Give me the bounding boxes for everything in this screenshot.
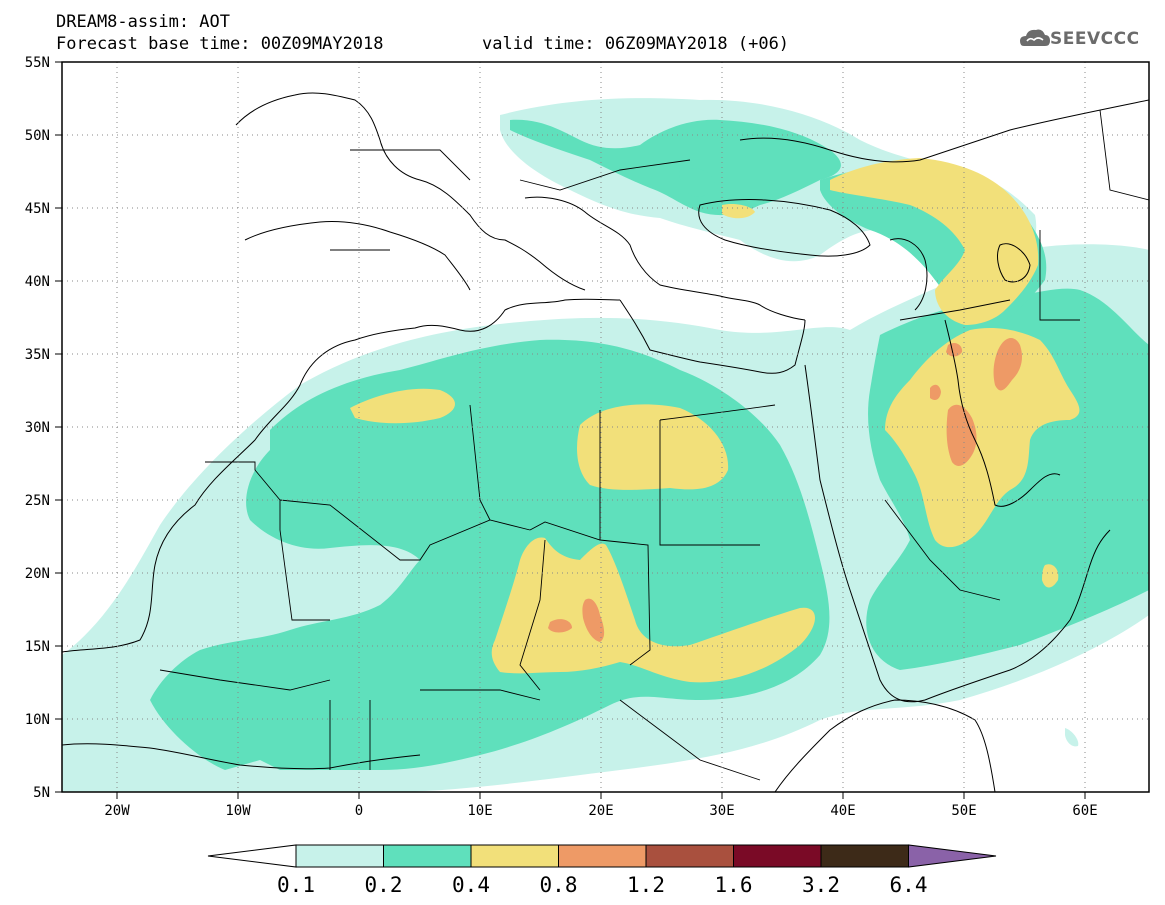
forecast-base-time: Forecast base time: 00Z09MAY2018 bbox=[56, 34, 384, 54]
valid-time: valid time: 06Z09MAY2018 (+06) bbox=[482, 34, 790, 54]
colorbar-labels: 0.1 0.2 0.4 0.8 1.2 1.6 3.2 6.4 bbox=[277, 873, 927, 897]
colorbar-segment bbox=[470, 844, 559, 868]
seevccc-logo: SEEVCCC bbox=[1050, 29, 1140, 49]
colorbar-label: 0.8 bbox=[540, 873, 578, 897]
lat-label: 20N bbox=[25, 566, 50, 582]
lat-label: 50N bbox=[25, 128, 50, 144]
lon-label: 30E bbox=[709, 803, 734, 819]
lon-label: 20E bbox=[588, 803, 613, 819]
colorbar-segment bbox=[295, 844, 384, 868]
lat-label: 30N bbox=[25, 420, 50, 436]
colorbar-label: 1.6 bbox=[715, 873, 753, 897]
coastlines bbox=[62, 92, 1149, 792]
colorbar-label: 0.4 bbox=[452, 873, 490, 897]
aot-shading bbox=[62, 62, 1149, 792]
colorbar-low-arrow bbox=[207, 844, 297, 868]
lon-label: 50E bbox=[951, 803, 976, 819]
lon-label: 20W bbox=[104, 803, 130, 819]
latitude-labels: 55N 50N 45N 40N 35N 30N 25N 20N 15N 10N … bbox=[25, 55, 50, 801]
colorbar-segment bbox=[820, 844, 909, 868]
colorbar-label: 0.1 bbox=[277, 873, 315, 897]
colorbar-label: 6.4 bbox=[890, 873, 928, 897]
lon-label: 60E bbox=[1072, 803, 1097, 819]
lon-label: 10E bbox=[467, 803, 492, 819]
colorbar-label: 0.2 bbox=[365, 873, 403, 897]
lon-label: 10W bbox=[225, 803, 251, 819]
colorbar-segment bbox=[645, 844, 734, 868]
lat-label: 35N bbox=[25, 347, 50, 363]
colorbar-segment bbox=[733, 844, 822, 868]
lon-label: 0 bbox=[355, 803, 363, 819]
lat-label: 10N bbox=[25, 712, 50, 728]
tick-marks bbox=[55, 61, 1086, 799]
map-title: DREAM8-assim: AOT bbox=[56, 12, 230, 32]
country-borders bbox=[159, 109, 1149, 781]
cloud-icon bbox=[1020, 29, 1050, 46]
lat-label: 55N bbox=[25, 55, 50, 71]
lat-label: 15N bbox=[25, 639, 50, 655]
graticule bbox=[62, 62, 1149, 792]
lat-label: 5N bbox=[33, 785, 50, 801]
colorbar-label: 3.2 bbox=[802, 873, 840, 897]
lon-label: 40E bbox=[830, 803, 855, 819]
colorbar-label: 1.2 bbox=[627, 873, 665, 897]
lat-label: 25N bbox=[25, 493, 50, 509]
lat-label: 40N bbox=[25, 274, 50, 290]
lat-label: 45N bbox=[25, 201, 50, 217]
colorbar bbox=[207, 844, 997, 868]
longitude-labels: 20W 10W 0 10E 20E 30E 40E 50E 60E bbox=[104, 803, 1097, 819]
colorbar-segment bbox=[383, 844, 472, 868]
colorbar-high-arrow bbox=[908, 844, 997, 868]
colorbar-segment bbox=[558, 844, 647, 868]
